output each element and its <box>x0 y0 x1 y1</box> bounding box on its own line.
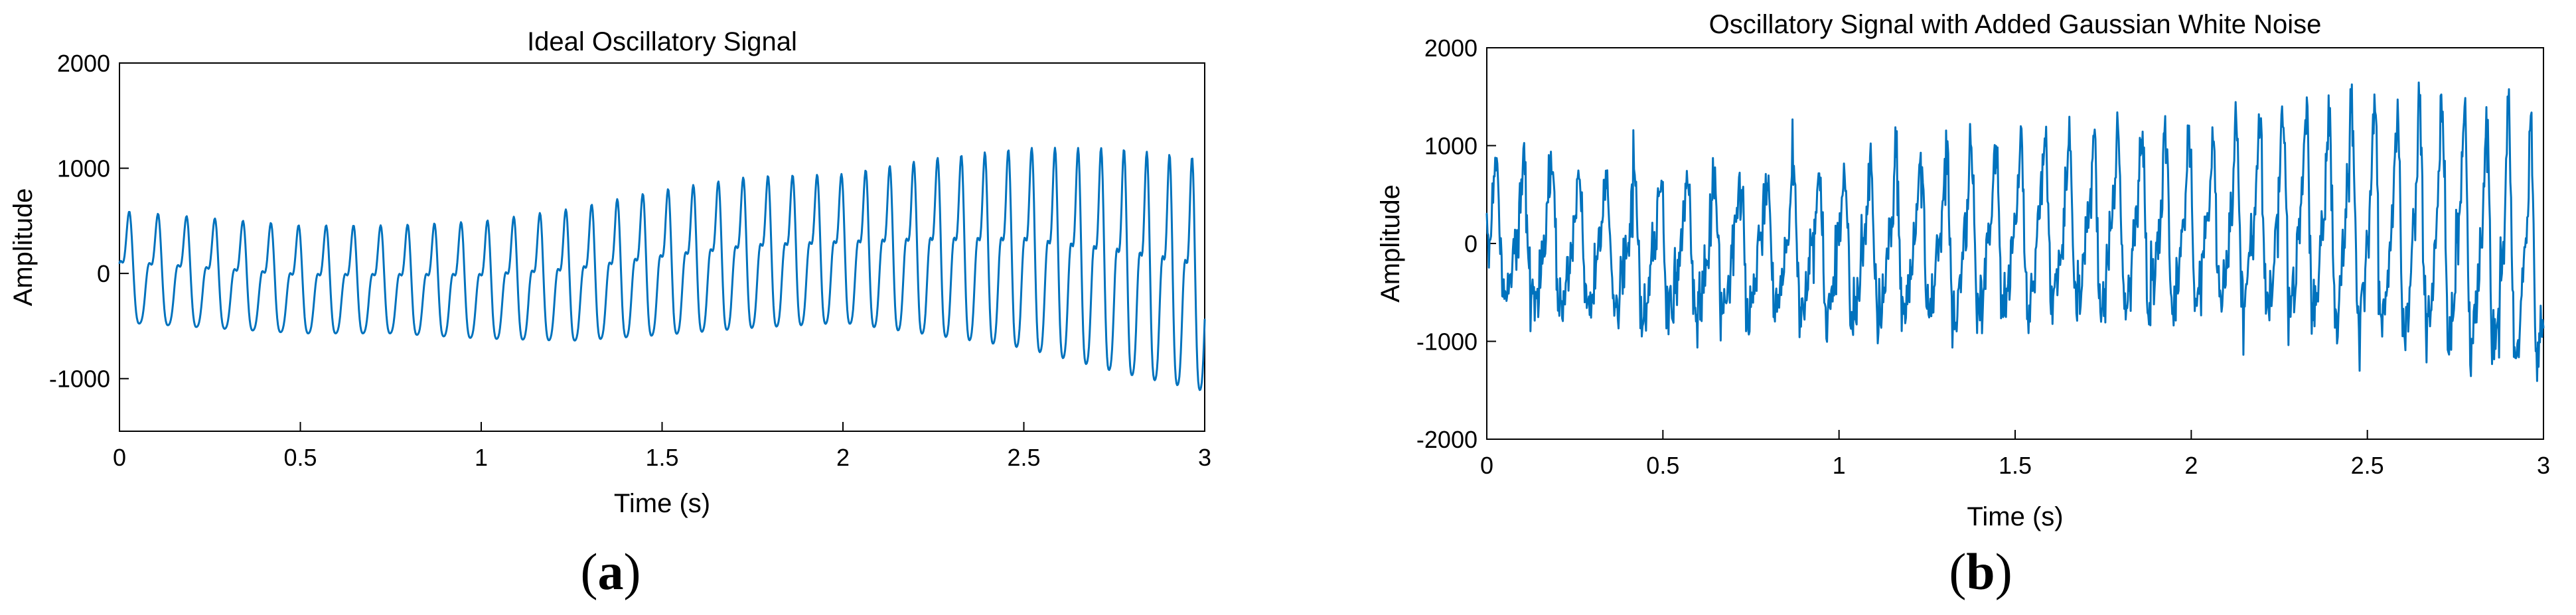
y-tick-label-a: 0 <box>97 260 110 287</box>
x-tick-label-a: 1.5 <box>645 444 678 471</box>
x-tick-label-b: 1.5 <box>1999 452 2032 479</box>
chart-title-a: Ideal Oscillatory Signal <box>527 27 797 56</box>
y-axis-label-b: Amplitude <box>1376 184 1405 303</box>
y-tick-label-a: -1000 <box>49 366 110 393</box>
x-tick-label-b: 0 <box>1480 452 1493 479</box>
x-tick-label-b: 2 <box>2184 452 2198 479</box>
x-tick-label-b: 2.5 <box>2351 452 2384 479</box>
x-axis-label-b: Time (s) <box>1967 502 2063 531</box>
y-tick-label-b: -2000 <box>1416 426 1477 453</box>
y-tick-label-b: 2000 <box>1424 34 1477 62</box>
panel-label-open-paren-b: ( <box>1949 543 1966 600</box>
y-tick-label-b: 0 <box>1464 230 1477 257</box>
chart-title-b: Oscillatory Signal with Added Gaussian W… <box>1709 10 2322 39</box>
x-tick-label-a: 2.5 <box>1007 444 1040 471</box>
panel-label-letter-b: b <box>1966 543 1995 600</box>
signal-series-line-a <box>118 147 1206 391</box>
chart-panel-a: Ideal Oscillatory Signal Amplitude Time … <box>9 27 1211 600</box>
x-tick-label-a: 2 <box>836 444 850 471</box>
x-tick-label-a: 3 <box>1198 444 1211 471</box>
y-tick-label-a: 2000 <box>57 50 110 77</box>
panel-label-close-paren-b: ) <box>1995 543 2012 600</box>
x-tick-label-b: 3 <box>2537 452 2550 479</box>
panel-label-close-paren-a: ) <box>624 543 641 600</box>
signal-series-line-b <box>1485 81 2545 382</box>
x-tick-label-a: 1 <box>475 444 488 471</box>
panel-label-a: (a) <box>581 543 641 600</box>
panel-label-b: (b) <box>1949 543 2012 600</box>
panel-label-letter-a: a <box>598 543 624 600</box>
x-axis-label-a: Time (s) <box>614 489 710 518</box>
x-tick-label-b: 1 <box>1833 452 1846 479</box>
y-tick-label-a: 1000 <box>57 155 110 182</box>
y-axis-label-a: Amplitude <box>9 188 38 307</box>
axes-frame-b <box>1486 47 2544 440</box>
panel-label-open-paren-a: ( <box>581 543 598 600</box>
x-tick-label-b: 0.5 <box>1646 452 1679 479</box>
y-tick-label-b: -1000 <box>1416 328 1477 356</box>
x-tick-label-a: 0 <box>113 444 126 471</box>
chart-panel-b: Oscillatory Signal with Added Gaussian W… <box>1376 10 2550 600</box>
y-tick-label-b: 1000 <box>1424 133 1477 160</box>
x-tick-label-a: 0.5 <box>283 444 317 471</box>
axes-frame-a <box>119 62 1205 432</box>
